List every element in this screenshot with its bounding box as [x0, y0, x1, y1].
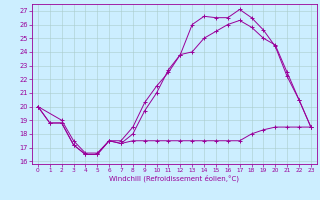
- X-axis label: Windchill (Refroidissement éolien,°C): Windchill (Refroidissement éolien,°C): [109, 175, 239, 182]
